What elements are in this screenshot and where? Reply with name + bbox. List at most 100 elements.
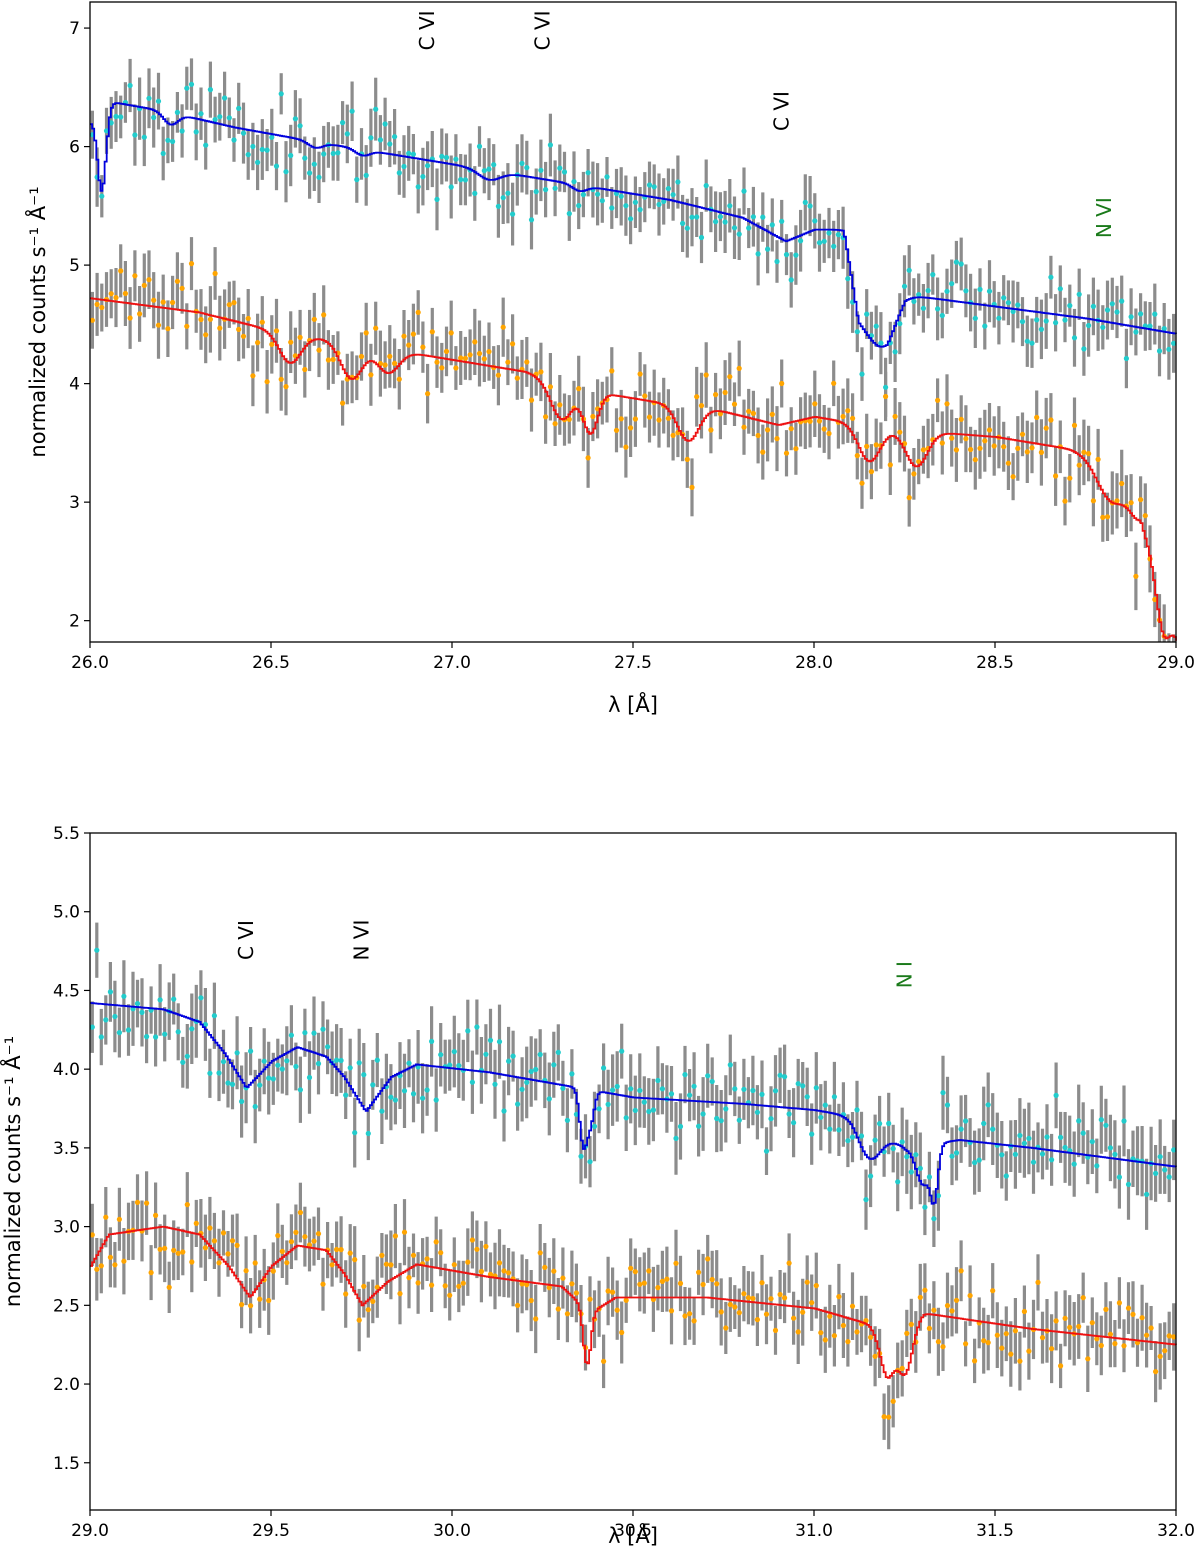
data-point <box>519 1086 525 1092</box>
data-point <box>546 1096 552 1102</box>
data-point <box>1103 1306 1109 1312</box>
data-point <box>338 1247 344 1253</box>
data-point <box>1076 462 1082 468</box>
data-point <box>496 1039 503 1045</box>
data-point <box>656 417 662 423</box>
data-point <box>684 456 690 462</box>
data-point <box>741 188 747 194</box>
data-point <box>1128 314 1134 320</box>
data-point <box>863 1197 869 1203</box>
data-point <box>193 129 199 135</box>
data-point <box>269 134 275 140</box>
data-point <box>506 1270 512 1276</box>
data-point <box>492 1081 498 1087</box>
data-point <box>680 220 686 226</box>
data-point <box>1081 346 1087 352</box>
data-point <box>264 147 270 153</box>
data-point <box>831 1333 838 1339</box>
data-point <box>184 1202 190 1208</box>
data-point <box>840 413 846 420</box>
data-point <box>587 1296 593 1302</box>
data-point <box>763 1311 770 1317</box>
data-point <box>802 199 808 205</box>
data-point <box>103 1017 109 1023</box>
data-point <box>347 1065 353 1071</box>
data-point <box>698 234 705 241</box>
data-point <box>222 95 228 101</box>
data-point <box>184 1053 190 1059</box>
data-point <box>868 469 875 475</box>
data-point <box>800 1083 806 1089</box>
data-point <box>1058 1134 1064 1140</box>
data-point <box>524 165 530 171</box>
data-point <box>189 1259 195 1265</box>
data-point <box>451 1262 457 1268</box>
data-point <box>813 1283 819 1289</box>
data-point <box>850 415 856 421</box>
data-point <box>410 151 416 157</box>
data-point <box>250 373 256 379</box>
data-point <box>703 372 709 378</box>
data-point <box>1019 431 1026 437</box>
data-point <box>392 1233 398 1239</box>
data-point <box>836 1127 842 1133</box>
data-point <box>1133 573 1139 579</box>
data-point <box>831 1094 838 1100</box>
line-label: N VI <box>350 920 374 961</box>
data-point <box>284 1058 290 1064</box>
data-point <box>632 199 639 205</box>
data-point <box>890 1146 896 1152</box>
data-point <box>157 1246 163 1252</box>
data-point <box>691 1318 697 1324</box>
data-point <box>465 1028 471 1034</box>
data-point <box>1107 1145 1113 1151</box>
data-point <box>533 1316 539 1322</box>
data-point <box>121 1258 127 1264</box>
data-point <box>904 1330 910 1336</box>
data-point <box>637 1281 643 1287</box>
panel-bottom-data-points <box>89 947 1177 1420</box>
data-point <box>1144 1191 1150 1197</box>
panel-bottom-errorbars <box>90 922 1176 1450</box>
data-point <box>670 192 676 198</box>
data-point <box>495 203 501 209</box>
data-point <box>368 135 374 141</box>
data-point <box>795 1081 801 1087</box>
data-point <box>791 1120 797 1126</box>
data-point <box>293 1229 299 1235</box>
data-point <box>515 1302 521 1308</box>
data-point <box>977 286 983 292</box>
data-point <box>723 1325 729 1331</box>
data-point <box>415 309 421 315</box>
data-point <box>252 1260 258 1266</box>
data-point <box>236 105 242 111</box>
data-point <box>236 326 242 332</box>
data-point <box>226 115 232 121</box>
data-point <box>656 201 662 208</box>
data-point <box>798 238 804 244</box>
x-tick-label: 28.5 <box>976 653 1014 673</box>
data-point <box>226 302 232 308</box>
data-point <box>434 359 440 365</box>
panel-bottom-y-axis-label: normalized counts s⁻¹ Å⁻¹ <box>0 1036 25 1307</box>
data-point <box>1116 1174 1122 1180</box>
data-point <box>533 1066 539 1073</box>
data-point <box>245 315 251 322</box>
data-point <box>858 1133 865 1139</box>
data-point <box>1071 335 1078 341</box>
data-point <box>632 1269 638 1275</box>
data-point <box>944 288 950 294</box>
data-point <box>510 1053 516 1059</box>
data-point <box>968 446 974 453</box>
data-point <box>727 1062 733 1068</box>
x-tick-label: 26.0 <box>71 653 109 673</box>
line-label: C VI <box>531 10 555 50</box>
data-point <box>496 1260 503 1266</box>
data-point <box>270 1076 276 1082</box>
data-point <box>628 425 634 431</box>
data-point <box>759 1280 765 1286</box>
data-point <box>311 1030 317 1036</box>
data-point <box>334 1057 340 1063</box>
data-point <box>278 91 284 97</box>
data-point <box>171 1247 177 1253</box>
